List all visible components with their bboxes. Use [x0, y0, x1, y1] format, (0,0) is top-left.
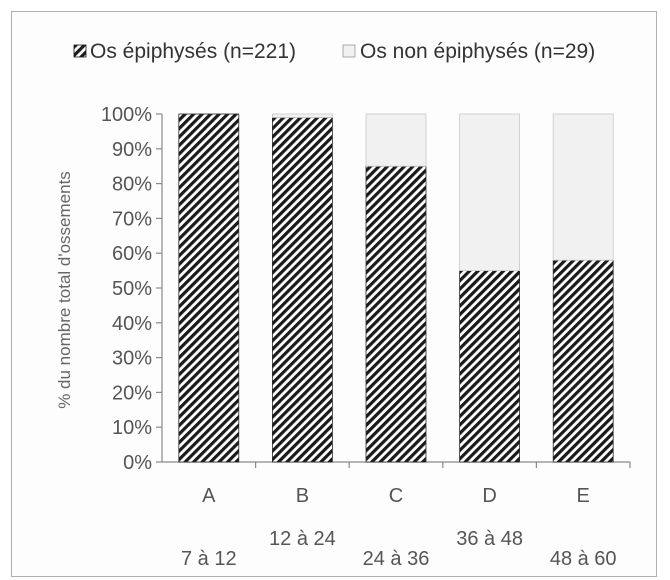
x-tick-labels: A 7 à 12 B 12 à 24 C 24 à 36 D 36 à 48 E 48 à 60 [181, 462, 631, 570]
x-tick-label: C [389, 485, 403, 507]
y-tick-label: 30% [112, 348, 152, 370]
bar-epiphyses [178, 113, 240, 463]
x-tick-label: A [202, 485, 216, 507]
x-sublabel: 36 à 48 [456, 528, 523, 550]
y-tick-label: 70% [112, 208, 152, 230]
bar-non-epiphyses [459, 113, 521, 272]
legend-swatch-non-epiphyses [342, 44, 356, 58]
y-axis-title: % du nombre total d'ossements [55, 171, 74, 409]
bar-epiphyses [552, 259, 614, 463]
y-tick-label: 40% [112, 313, 152, 335]
bar-epiphyses [271, 117, 333, 463]
x-sublabel: 48 à 60 [550, 548, 617, 570]
bar-non-epiphyses [271, 113, 333, 118]
legend-label-epiphyses: Os épiphysés (n=221) [90, 40, 296, 63]
legend-entry-epiphyses: Os épiphysés (n=221) [73, 40, 296, 63]
bar-non-epiphyses [365, 113, 427, 167]
y-tick-label: 0% [123, 452, 152, 474]
y-tick-label: 10% [112, 417, 152, 439]
bar-epiphyses [459, 270, 521, 463]
x-sublabel: 7 à 12 [181, 548, 237, 570]
x-tick-label: E [577, 485, 590, 507]
legend-label-non-epiphyses: Os non épiphysés (n=29) [360, 40, 595, 63]
y-tick-label: 80% [112, 174, 152, 196]
y-tick-label: 20% [112, 382, 152, 404]
y-tick-label: 100% [101, 104, 152, 126]
legend: Os épiphysés (n=221) Os non épiphysés (n… [73, 40, 595, 63]
y-tick-label: 60% [112, 243, 152, 265]
bar-epiphyses [365, 165, 427, 463]
x-sublabel: 12 à 24 [269, 528, 336, 550]
bar-non-epiphyses [552, 113, 614, 261]
legend-entry-non-epiphyses: Os non épiphysés (n=29) [342, 40, 595, 63]
x-sublabel: 24 à 36 [363, 548, 430, 570]
y-tick-label: 50% [112, 278, 152, 300]
chart-frame [11, 11, 657, 577]
legend-swatch-epiphyses [73, 44, 87, 58]
y-ticks: 0% 10% 20% 30% 40% 50% 60% 70% 80% 90% 100% [101, 104, 162, 474]
bars [178, 113, 614, 463]
x-tick-label: D [482, 485, 496, 507]
x-tick-label: B [296, 485, 309, 507]
y-tick-label: 90% [112, 139, 152, 161]
